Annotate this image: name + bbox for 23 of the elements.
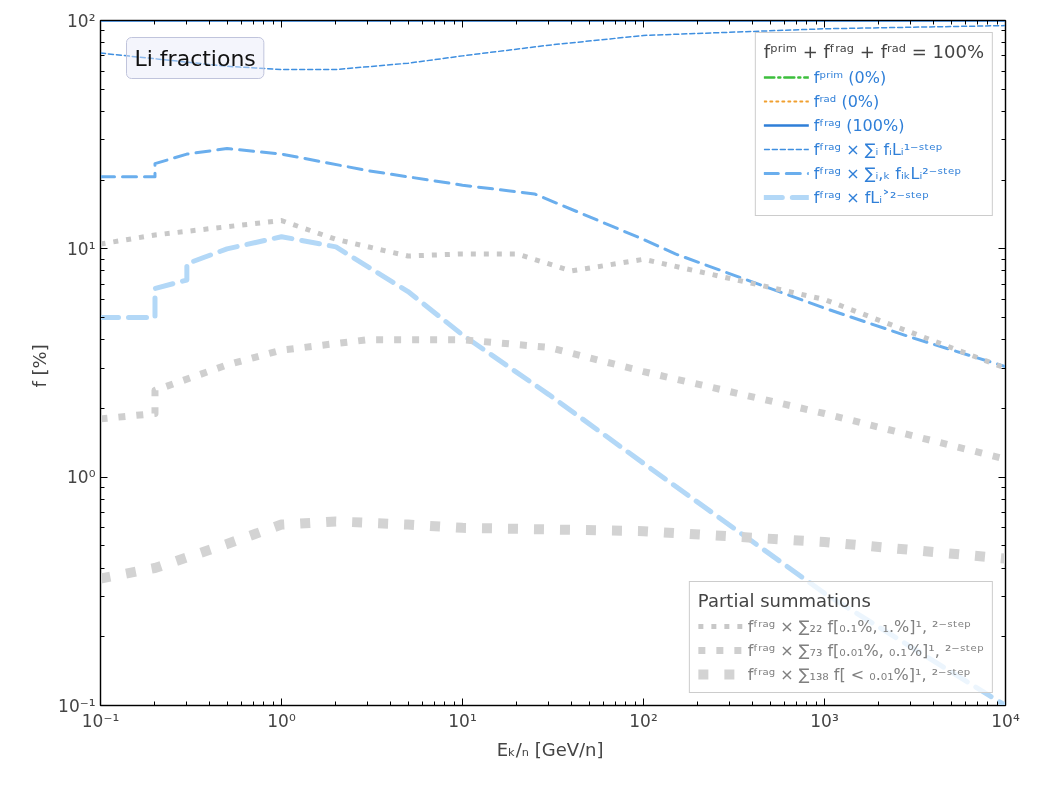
legend-label: fʳᵃᵈ (0%) — [813, 91, 880, 111]
y-tick-label: 10⁰ — [67, 467, 96, 488]
y-axis-title: f [%] — [29, 344, 51, 388]
x-tick-label: 10¹ — [448, 710, 477, 731]
x-tick-label: 10⁰ — [267, 710, 296, 731]
legend-label: fᶠʳᵃᵍ × ∑ᵢ fᵢLᵢ¹⁻ˢᵗᵉᵖ — [813, 139, 943, 159]
x-tick-label: 10³ — [810, 710, 839, 731]
legend-label: fᶠʳᵃᵍ × ∑₇₃ f[₀.₀₁%, ₀.₁%]¹, ²⁻ˢᵗᵉᵖ — [747, 640, 984, 660]
x-axis-title: Eₖ/ₙ [GeV/n] — [496, 738, 604, 760]
legend-title: fᵖʳⁱᵐ + fᶠʳᵃᵍ + fʳᵃᵈ = 100% — [763, 41, 984, 62]
legend-label: fᵖʳⁱᵐ (0%) — [813, 67, 887, 87]
legend-label: fᶠʳᵃᵍ × ∑₁₃₈ f[ < ₀.₀₁%]¹, ²⁻ˢᵗᵉᵖ — [747, 664, 971, 684]
text: Li fractions — [134, 45, 256, 71]
legend-label: fᶠʳᵃᵍ × ∑₂₂ f[₀.₁%, ₁.%]¹, ²⁻ˢᵗᵉᵖ — [747, 616, 972, 636]
x-tick-label: 10⁻¹ — [81, 710, 120, 731]
legend-label: fᶠʳᵃᵍ (100%) — [813, 115, 905, 135]
y-tick-label: 10² — [67, 10, 96, 31]
legend-label: fᶠʳᵃᵍ × fLᵢ˃²⁻ˢᵗᵉᵖ — [813, 187, 930, 207]
legend-label: fᶠʳᵃᵍ × ∑ᵢ,ₖ fᵢₖLᵢ²⁻ˢᵗᵉᵖ — [813, 163, 962, 183]
x-tick-label: 10² — [629, 710, 658, 731]
annotation: Partial summations — [697, 590, 872, 611]
y-tick-label: 10¹ — [67, 238, 96, 259]
x-tick-label: 10⁴ — [991, 710, 1020, 731]
